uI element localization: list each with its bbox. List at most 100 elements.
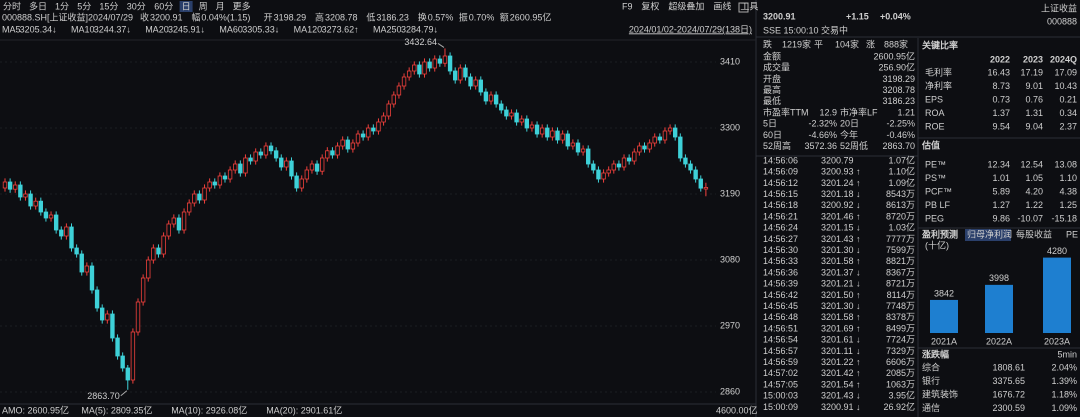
price-change-pct: +0.04% [880, 11, 911, 21]
annotation-arrow [437, 42, 445, 48]
tick-direction: ↓ [856, 267, 861, 277]
forecast-tab[interactable]: PE [1066, 229, 1078, 239]
candle-body [401, 76, 407, 87]
ratio-value: 2.37 [1059, 121, 1077, 131]
info-label: 低 [366, 11, 375, 22]
candle-body [23, 193, 28, 198]
candle-body [360, 133, 366, 138]
tool-button[interactable]: 画线 [713, 0, 731, 11]
candle-body [299, 178, 304, 189]
sector-name[interactable]: 通信 [922, 402, 940, 413]
forecast-bar [930, 299, 958, 333]
ratio-value: 0.73 [992, 94, 1010, 104]
tick-price: 3200.93 [821, 167, 854, 177]
settings-icon[interactable] [738, 2, 749, 13]
candle-body [555, 130, 560, 141]
security-name: 上证收益 [1041, 2, 1077, 13]
candle-body [396, 85, 402, 96]
valuation-label: PB LF [925, 200, 951, 210]
ratio-value: 9.04 [1025, 121, 1043, 131]
sector-name[interactable]: 建筑装饰 [922, 388, 958, 399]
tick-direction: ↓ [856, 200, 861, 210]
stat-label: 60日 [763, 130, 782, 140]
ma-value: 3205.34↓ [20, 24, 57, 34]
ratio-value: 1.37 [992, 108, 1010, 118]
period-tab[interactable]: 多日 [29, 0, 47, 11]
period-tab[interactable]: 30分 [127, 1, 146, 11]
candle-body [667, 127, 673, 132]
period-tab[interactable]: 更多 [233, 0, 251, 11]
forecast-tab[interactable]: 归母净利润 [967, 228, 1012, 239]
valuation-value: -10.07 [1017, 213, 1043, 223]
period-tab[interactable]: 60分 [154, 1, 173, 11]
candle-body [84, 265, 90, 273]
candle-body [468, 76, 473, 87]
volume-info: MA(5): 2809.35亿 [81, 404, 152, 415]
tool-button[interactable]: 复权 [641, 0, 659, 11]
valuation-value: 1.27 [992, 200, 1010, 210]
tick-volume: 7724万 [886, 335, 915, 345]
candle-body [192, 193, 197, 204]
candle-body [207, 181, 212, 189]
ma-value: 3273.62↑ [322, 24, 359, 34]
candle-body [258, 151, 263, 156]
period-tab[interactable]: 日 [182, 1, 191, 11]
candle-body [43, 211, 49, 219]
candle-body [422, 61, 427, 75]
active-tab [179, 1, 193, 12]
section-title: 涨跌幅 [922, 348, 949, 359]
valuation-label: PE™ [925, 159, 946, 169]
tool-button[interactable]: 超级叠加 [668, 0, 704, 11]
period-tab[interactable]: 月 [216, 1, 225, 11]
candle-body [519, 118, 524, 123]
stat-label: 市盈率TTM [763, 106, 809, 117]
stat-label: 20日 [840, 119, 859, 129]
info-value: 0.04%(1.15) [201, 12, 250, 22]
candle-body [478, 79, 483, 93]
annotation-arrow [120, 390, 128, 397]
tick-volume: 8543万 [886, 189, 915, 199]
period-tab[interactable]: 周 [199, 1, 208, 11]
ma-name: MA10 [71, 24, 95, 34]
tick-volume: 8367万 [886, 267, 915, 277]
candle-body [453, 70, 458, 81]
date-range: 2024/01/02-2024/07/29(138日) [629, 24, 752, 34]
candle-body [376, 121, 381, 132]
ratio-label: 毛利率 [925, 66, 952, 77]
candle-body [263, 145, 269, 156]
ratio-value: 8.73 [992, 81, 1010, 91]
forecast-tab[interactable]: 每股收益 [1016, 228, 1052, 239]
tick-price: 3201.46 [821, 211, 854, 221]
tick-price: 3201.30 [821, 245, 854, 255]
period-tab[interactable]: 5分 [77, 1, 91, 11]
sector-name[interactable]: 综合 [922, 361, 940, 372]
valuation-value: 1.22 [1025, 200, 1043, 210]
tick-volume: 8499万 [886, 323, 915, 333]
period-tab[interactable]: 1分 [55, 1, 69, 11]
period-tab[interactable]: 15分 [99, 1, 118, 11]
volume-info: MA(20): 2901.61亿 [266, 404, 342, 415]
period-tab[interactable]: 分时 [3, 0, 21, 11]
candle-body [217, 175, 223, 186]
candle-body [48, 214, 54, 219]
valuation-value: 13.08 [1054, 159, 1077, 169]
stat-value: 12.9 [819, 107, 837, 117]
tick-volume: 2085万 [886, 368, 915, 378]
y-tick-label: 3080 [720, 254, 740, 264]
tool-button[interactable]: 工具 [740, 1, 758, 11]
candle-body [442, 55, 448, 64]
sector-index: 1808.61 [992, 362, 1025, 372]
tool-button[interactable]: F9 [622, 1, 633, 11]
candle-body [412, 64, 417, 72]
stat-label: 最高 [763, 84, 781, 95]
candle-body [458, 67, 463, 81]
candle-body [560, 133, 565, 141]
sector-name[interactable]: 银行 [922, 375, 940, 386]
tick-time: 14:56:42 [763, 290, 798, 300]
tick-price: 3200.92 [821, 200, 854, 210]
candle-body [304, 169, 310, 180]
tick-direction: ↓ [856, 301, 861, 311]
candle-body [64, 226, 69, 237]
